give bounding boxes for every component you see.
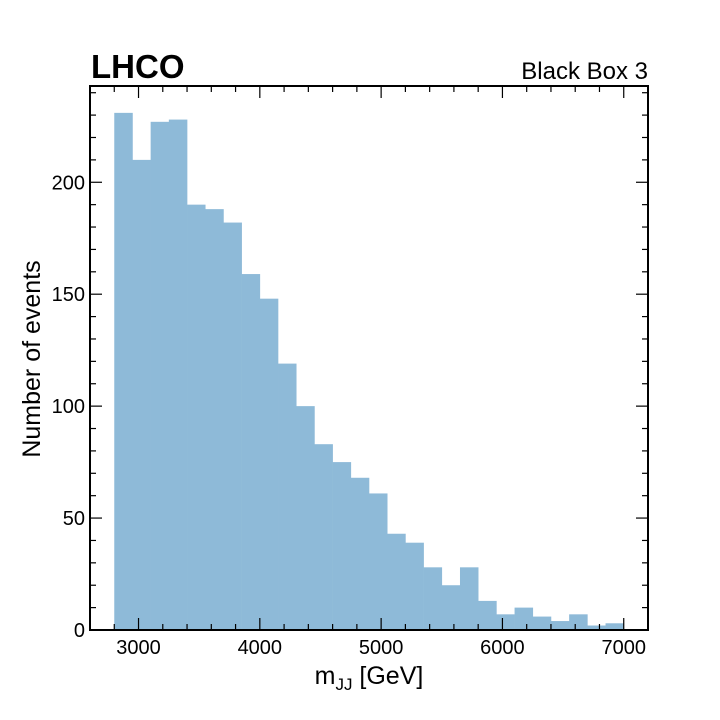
x-axis-title: mJJ [GeV]	[315, 662, 424, 694]
histogram-bar	[405, 542, 424, 630]
experiment-label: LHCO	[91, 48, 185, 85]
histogram-bar	[168, 119, 188, 630]
histogram-bar	[150, 121, 170, 630]
histogram-bar	[350, 477, 370, 630]
histogram-bar	[569, 614, 588, 630]
y-axis-title: Number of events	[18, 260, 46, 457]
y-tick-label: 0	[74, 620, 85, 642]
histogram-bar	[332, 462, 352, 630]
x-axis-title-main: m	[315, 662, 336, 690]
histogram-bar	[514, 607, 534, 630]
histogram-bar	[423, 567, 443, 630]
histogram-bar	[223, 222, 242, 630]
histogram-bar	[550, 621, 570, 630]
histogram-bar	[587, 625, 606, 630]
histogram-bar	[132, 159, 151, 630]
histogram-bar	[278, 363, 297, 630]
histogram-bars	[114, 112, 625, 631]
histogram-bar	[605, 623, 625, 630]
histogram-bar	[259, 298, 279, 630]
histogram-bar	[496, 614, 515, 630]
histogram-bar	[532, 616, 552, 630]
y-tick-label: 150	[52, 284, 85, 306]
tick-labels: 3000 4000 5000 6000 7000 0 50 100 150 200	[52, 172, 646, 659]
dataset-label: Black Box 3	[521, 58, 648, 85]
x-axis-title-unit: [GeV]	[352, 662, 423, 690]
histogram-bar	[369, 493, 388, 630]
histogram-bar	[296, 406, 315, 630]
histogram-bar	[441, 585, 461, 630]
histogram-bar	[387, 533, 406, 630]
x-tick-label: 7000	[601, 637, 646, 659]
histogram-bar	[459, 567, 479, 630]
histogram-bar	[314, 444, 333, 630]
histogram-bar	[114, 112, 133, 631]
y-tick-label: 200	[52, 172, 85, 194]
plot-frame	[89, 85, 649, 631]
y-tick-label: 50	[63, 508, 85, 530]
x-tick-label: 5000	[359, 637, 404, 659]
x-tick-label: 4000	[238, 637, 283, 659]
y-tick-label: 100	[52, 396, 85, 418]
x-axis-title-subscript: JJ	[335, 675, 352, 694]
x-tick-label: 6000	[480, 637, 525, 659]
histogram-bar	[187, 204, 206, 630]
histogram-bar	[241, 274, 261, 630]
histogram-bar	[205, 209, 224, 630]
histogram-bar	[478, 600, 497, 630]
x-tick-label: 3000	[116, 637, 161, 659]
